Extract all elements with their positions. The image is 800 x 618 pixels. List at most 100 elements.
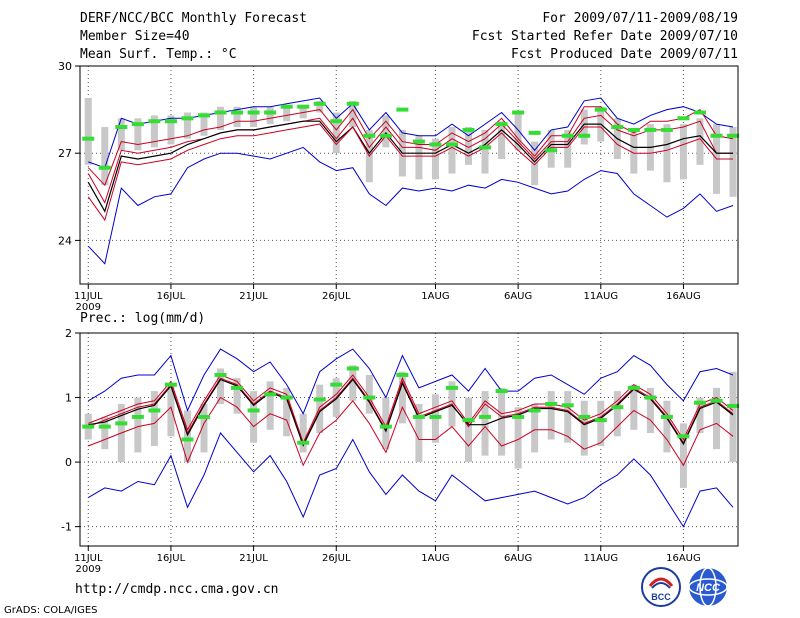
temp-spread-box: [250, 106, 258, 128]
temp-spread-box: [117, 118, 125, 151]
prec-spread-box: [679, 423, 687, 488]
prec-spread-box: [580, 400, 588, 456]
prec-median-mark: [412, 414, 425, 419]
temp-series-ens: [87, 120, 733, 213]
temp-spread-box: [679, 124, 687, 180]
prec-spread-box: [713, 387, 721, 450]
chart-title: DERF/NCC/BCC Monthly Forecast: [80, 11, 307, 26]
temp-median-mark: [297, 104, 310, 109]
prec-median-mark: [644, 395, 657, 400]
temp-median-mark: [313, 101, 326, 106]
temp-series-mean: [87, 114, 733, 204]
prec-xtick-label: 11AUG: [583, 553, 618, 564]
temp-median-mark: [429, 142, 442, 147]
prec-spread-box: [514, 407, 522, 469]
prec-spread-box: [696, 397, 704, 434]
temp-median-mark: [727, 133, 740, 138]
temp-median-mark: [462, 127, 475, 132]
prec-median-mark: [693, 400, 706, 405]
prec-spread-box: [729, 371, 737, 463]
temp-spread-box: [481, 129, 489, 174]
temp-median-mark: [512, 110, 525, 115]
temp-median-mark: [545, 148, 558, 153]
temp-median-mark: [561, 133, 574, 138]
prec-median-mark: [528, 408, 541, 413]
prec-spread-box: [299, 413, 307, 453]
temp-median-mark: [396, 107, 409, 112]
temp-ytick-label: 24: [58, 234, 72, 247]
prec-spread-box: [266, 381, 274, 430]
temp-median-mark: [710, 133, 723, 138]
fcst-produced-date: Fcst Produced Date 2009/07/11: [511, 47, 738, 62]
temp-median-mark: [148, 119, 161, 124]
temp-xtick-label: 1AUG: [421, 291, 449, 302]
temp-median-mark: [627, 127, 640, 132]
temp-series-p90: [87, 106, 734, 187]
prec-median-mark: [594, 418, 607, 423]
ncc-logo: NCC: [688, 567, 728, 607]
prec-median-mark: [313, 397, 326, 402]
temp-median-mark: [346, 101, 359, 106]
temp-spread-box: [531, 141, 539, 186]
prec-spread-box: [217, 368, 225, 404]
temp-spread-box: [564, 129, 572, 168]
prec-xtick-label: 21JUL: [239, 553, 268, 564]
temp-median-mark: [578, 133, 591, 138]
prec-median-mark: [346, 366, 359, 371]
prec-median-mark: [677, 434, 690, 439]
prec-series-mean: [88, 377, 734, 446]
temp-spread-box: [729, 127, 737, 197]
prec-median-mark: [396, 372, 409, 377]
temp-median-mark: [330, 119, 343, 124]
prec-median-mark: [297, 440, 310, 445]
prec-spread-box: [167, 384, 175, 437]
temp-median-mark: [280, 104, 293, 109]
temp-median-mark: [594, 107, 607, 112]
temp-spread-box: [233, 106, 241, 128]
temp-median-mark: [644, 127, 657, 132]
prec-spread-box: [250, 391, 258, 443]
prec-xtick-label: 1AUG: [421, 553, 449, 564]
prec-median-mark: [264, 392, 277, 397]
temp-spread-box: [514, 112, 522, 151]
prec-spread-box: [498, 387, 506, 456]
prec-spread-box: [481, 391, 489, 456]
prec-spread-box: [415, 404, 423, 463]
temp-median-mark: [214, 110, 227, 115]
source-url[interactable]: http://cmdp.ncc.cma.gov.cn: [75, 582, 279, 597]
prec-median-mark: [727, 403, 740, 408]
temperature-panel: 24 27 30 11JUL 16JUL 21JUL 26JUL 1AUG 6AUG 11AUG 1…: [58, 60, 740, 313]
prec-median-mark: [710, 398, 723, 403]
temp-spread-box: [465, 127, 473, 165]
prec-median-mark: [231, 385, 244, 390]
prec-median-mark: [197, 414, 210, 419]
prec-median-mark: [479, 414, 492, 419]
temp-spread-box: [415, 135, 423, 180]
prec-spread-box: [547, 391, 555, 440]
fcst-started-date: Fcst Started Refer Date 2009/07/10: [471, 29, 738, 44]
prec-xtick-label: 6AUG: [504, 553, 532, 564]
temp-xtick-label: 21JUL: [239, 291, 268, 302]
prec-spread-box: [283, 387, 291, 437]
prec-median-mark: [330, 382, 343, 387]
prec-series-min: [88, 432, 734, 528]
temp-median-mark: [660, 127, 673, 132]
prec-median-mark: [660, 414, 673, 419]
prec-ytick-label: 2: [65, 327, 72, 340]
prec-spread-box: [564, 391, 572, 443]
temp-median-mark: [363, 133, 376, 138]
temp-xtick-label: 11AUG: [583, 291, 618, 302]
prec-median-mark: [379, 424, 392, 429]
temp-spread-box: [217, 106, 225, 130]
prec-median-mark: [512, 414, 525, 419]
temp-spread-box: [382, 115, 390, 148]
variable-label: Mean Surf. Temp.: °C: [80, 47, 237, 62]
temp-median-mark: [131, 122, 144, 127]
forecast-period: For 2009/07/11-2009/08/19: [542, 11, 738, 26]
prec-xtick-label: 16AUG: [666, 553, 701, 564]
temp-spread-box: [266, 106, 274, 125]
temp-spread-box: [349, 100, 357, 128]
temp-ytick-label: 27: [58, 147, 72, 160]
prec-spread-box: [646, 387, 654, 434]
prec-xtick-label: 26JUL: [322, 553, 351, 564]
